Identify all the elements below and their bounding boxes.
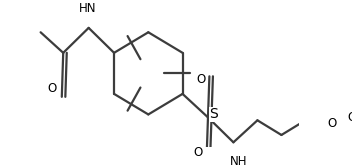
Text: NH: NH [230, 155, 248, 166]
Text: O: O [47, 82, 57, 94]
Text: S: S [209, 107, 218, 122]
Text: O: O [328, 117, 337, 130]
Text: O: O [347, 111, 352, 124]
Text: O: O [194, 146, 203, 159]
Text: O: O [196, 73, 206, 86]
Text: HN: HN [78, 2, 96, 15]
